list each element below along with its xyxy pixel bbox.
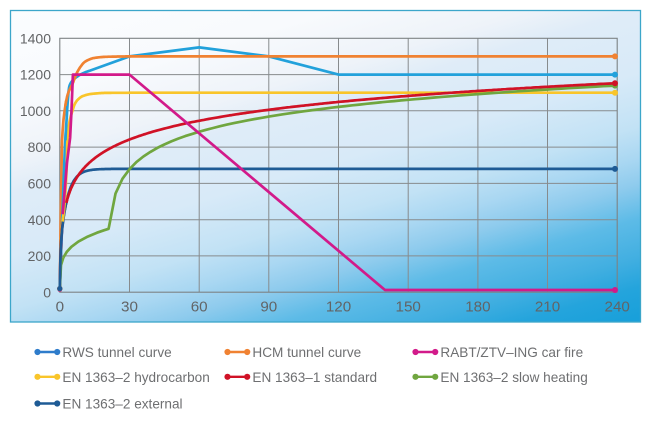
svg-text:240: 240: [605, 298, 630, 315]
svg-text:EN 1363–1 standard: EN 1363–1 standard: [252, 370, 377, 385]
svg-text:400: 400: [28, 212, 52, 228]
svg-text:200: 200: [28, 248, 52, 264]
svg-text:210: 210: [535, 298, 560, 315]
svg-text:180: 180: [465, 298, 490, 315]
svg-text:EN 1363–2 slow heating: EN 1363–2 slow heating: [440, 370, 587, 385]
svg-text:1200: 1200: [20, 67, 51, 83]
svg-text:1000: 1000: [20, 103, 51, 119]
svg-text:1400: 1400: [20, 30, 51, 46]
svg-text:EN 1363–2 hydrocarbon: EN 1363–2 hydrocarbon: [62, 370, 209, 385]
svg-text:600: 600: [28, 176, 52, 192]
svg-text:EN 1363–2 external: EN 1363–2 external: [62, 397, 182, 412]
svg-text:60: 60: [191, 298, 208, 315]
svg-text:0: 0: [43, 284, 51, 300]
svg-text:RWS tunnel curve: RWS tunnel curve: [62, 345, 171, 360]
svg-text:120: 120: [326, 298, 351, 315]
svg-text:90: 90: [260, 298, 277, 315]
svg-text:0: 0: [56, 298, 64, 315]
svg-text:800: 800: [28, 139, 52, 155]
svg-text:150: 150: [396, 298, 421, 315]
svg-text:30: 30: [121, 298, 138, 315]
svg-text:RABT/ZTV–ING car fire: RABT/ZTV–ING car fire: [440, 345, 583, 360]
svg-text:HCM tunnel curve: HCM tunnel curve: [252, 345, 361, 360]
